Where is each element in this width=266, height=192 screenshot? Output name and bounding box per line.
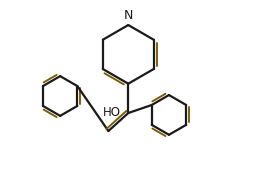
Text: N: N [124,9,133,22]
Text: HO: HO [103,106,121,119]
